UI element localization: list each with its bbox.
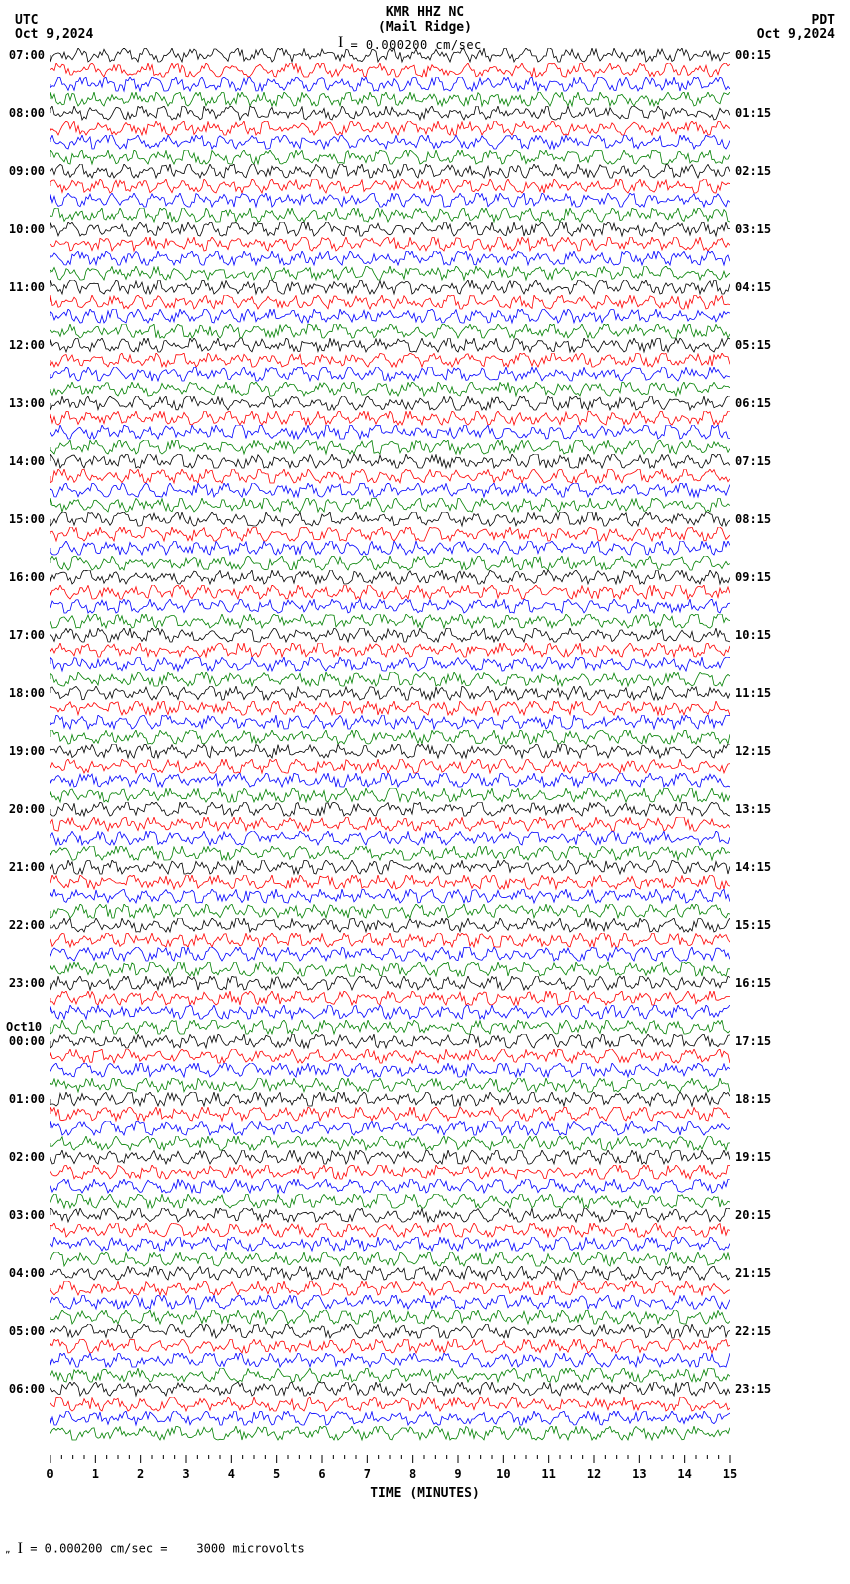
pdt-hour-label: 12:15	[735, 744, 771, 758]
pdt-hour-label: 09:15	[735, 570, 771, 584]
x-tick-label: 3	[182, 1467, 189, 1481]
pdt-hour-label: 04:15	[735, 280, 771, 294]
x-axis-ticks	[50, 1455, 732, 1469]
utc-hour-label: 08:00	[0, 106, 45, 120]
utc-hour-label: 07:00	[0, 48, 45, 62]
utc-hour-label: 19:00	[0, 744, 45, 758]
scale-bar-icon: I	[18, 1540, 23, 1557]
pdt-hour-label: 23:15	[735, 1382, 771, 1396]
utc-hour-label: 00:00	[0, 1034, 45, 1048]
footer-text-1: = 0.000200 cm/sec =	[30, 1542, 167, 1556]
utc-hour-label: 13:00	[0, 396, 45, 410]
x-tick-label: 10	[496, 1467, 510, 1481]
utc-hour-label: 10:00	[0, 222, 45, 236]
utc-hour-label: 17:00	[0, 628, 45, 642]
footer-tiny-mark: „	[5, 1546, 10, 1556]
pdt-hour-label: 07:15	[735, 454, 771, 468]
utc-hour-label: 01:00	[0, 1092, 45, 1106]
pdt-hour-label: 15:15	[735, 918, 771, 932]
pdt-hour-label: 06:15	[735, 396, 771, 410]
station-location: (Mail Ridge)	[0, 20, 850, 35]
utc-hour-label: 15:00	[0, 512, 45, 526]
helicorder-plot	[50, 55, 730, 1455]
utc-hour-label: 02:00	[0, 1150, 45, 1164]
utc-hour-label: 14:00	[0, 454, 45, 468]
x-tick-label: 9	[454, 1467, 461, 1481]
x-tick-label: 12	[587, 1467, 601, 1481]
pdt-hour-label: 02:15	[735, 164, 771, 178]
x-tick-label: 15	[723, 1467, 737, 1481]
pdt-hour-label: 17:15	[735, 1034, 771, 1048]
pdt-hour-label: 00:15	[735, 48, 771, 62]
utc-label: UTC	[15, 13, 38, 28]
pdt-label: PDT	[812, 13, 835, 28]
pdt-hour-label: 11:15	[735, 686, 771, 700]
x-tick-label: 5	[273, 1467, 280, 1481]
utc-hour-label: 18:00	[0, 686, 45, 700]
x-tick-label: 8	[409, 1467, 416, 1481]
pdt-hour-label: 13:15	[735, 802, 771, 816]
pdt-hour-label: 03:15	[735, 222, 771, 236]
day-break-label: Oct10	[6, 1020, 42, 1034]
x-tick-label: 2	[137, 1467, 144, 1481]
utc-hour-label: 06:00	[0, 1382, 45, 1396]
pdt-hour-label: 16:15	[735, 976, 771, 990]
pdt-hour-label: 08:15	[735, 512, 771, 526]
pdt-hour-label: 01:15	[735, 106, 771, 120]
x-tick-label: 6	[318, 1467, 325, 1481]
x-axis-title: TIME (MINUTES)	[0, 1486, 850, 1501]
utc-hour-label: 16:00	[0, 570, 45, 584]
header: KMR HHZ NC (Mail Ridge)	[0, 5, 850, 35]
utc-date: Oct 9,2024	[15, 27, 93, 42]
footer-text-2: 3000 microvolts	[196, 1542, 304, 1556]
utc-hour-label: 23:00	[0, 976, 45, 990]
pdt-hour-label: 14:15	[735, 860, 771, 874]
utc-hour-label: 22:00	[0, 918, 45, 932]
utc-hour-label: 21:00	[0, 860, 45, 874]
footer-scale: „ I = 0.000200 cm/sec = 3000 microvolts	[5, 1540, 305, 1558]
pdt-hour-label: 19:15	[735, 1150, 771, 1164]
utc-hour-label: 04:00	[0, 1266, 45, 1280]
seismic-trace	[50, 1426, 730, 1442]
utc-hour-label: 11:00	[0, 280, 45, 294]
pdt-hour-label: 18:15	[735, 1092, 771, 1106]
seismogram-container: KMR HHZ NC (Mail Ridge) UTC Oct 9,2024 P…	[0, 0, 850, 1584]
x-tick-label: 13	[632, 1467, 646, 1481]
pdt-hour-label: 05:15	[735, 338, 771, 352]
x-tick-label: 11	[541, 1467, 555, 1481]
x-tick-label: 4	[228, 1467, 235, 1481]
utc-hour-label: 12:00	[0, 338, 45, 352]
pdt-date: Oct 9,2024	[757, 27, 835, 42]
x-tick-label: 7	[364, 1467, 371, 1481]
pdt-hour-label: 20:15	[735, 1208, 771, 1222]
pdt-hour-label: 22:15	[735, 1324, 771, 1338]
x-tick-label: 0	[46, 1467, 53, 1481]
x-tick-label: 1	[92, 1467, 99, 1481]
utc-hour-label: 03:00	[0, 1208, 45, 1222]
pdt-hour-label: 21:15	[735, 1266, 771, 1280]
pdt-hour-label: 10:15	[735, 628, 771, 642]
utc-hour-label: 05:00	[0, 1324, 45, 1338]
station-code: KMR HHZ NC	[0, 5, 850, 20]
x-tick-label: 14	[677, 1467, 691, 1481]
utc-hour-label: 09:00	[0, 164, 45, 178]
utc-hour-label: 20:00	[0, 802, 45, 816]
